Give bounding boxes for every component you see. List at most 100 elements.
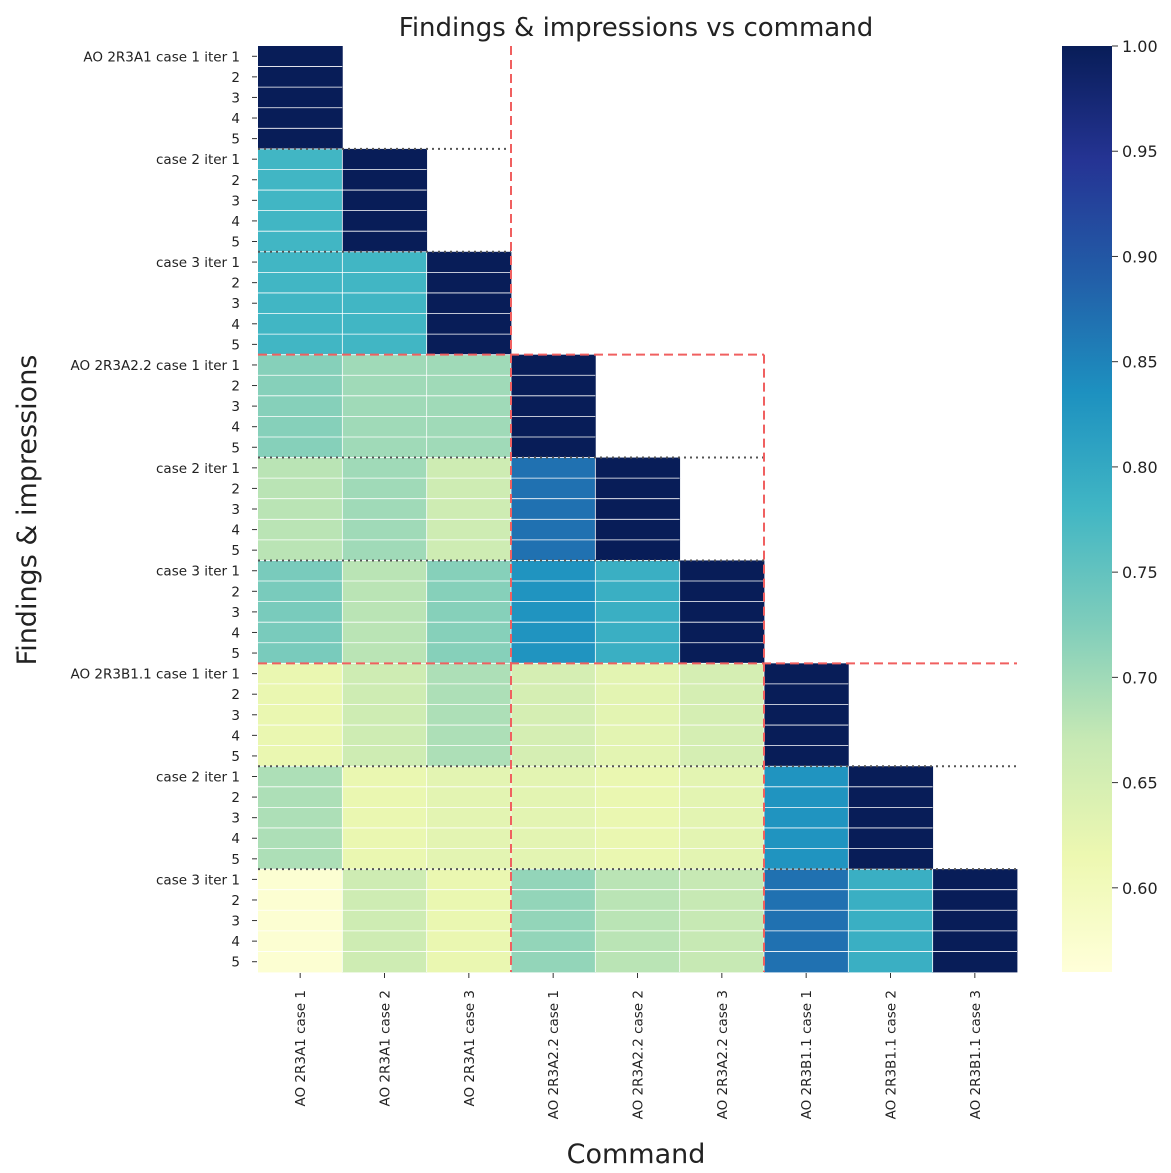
heatmap-cell bbox=[848, 869, 934, 891]
y-tick-label: 4 bbox=[231, 111, 240, 127]
y-tick-label: case 3 iter 1 bbox=[156, 255, 240, 271]
heatmap-cell bbox=[679, 601, 765, 623]
heatmap-cell bbox=[679, 827, 765, 849]
y-tick-label: 2 bbox=[231, 481, 240, 497]
heatmap-cell bbox=[595, 663, 681, 685]
heatmap-cell bbox=[679, 930, 765, 952]
heatmap-cell bbox=[342, 416, 428, 438]
heatmap-cell bbox=[258, 272, 343, 294]
heatmap-cell bbox=[258, 46, 343, 67]
heatmap-cell bbox=[426, 478, 512, 500]
colorbar-tick-label: 1.00 bbox=[1122, 37, 1158, 56]
colorbar-tick-label: 0.65 bbox=[1122, 774, 1158, 793]
heatmap-cell bbox=[258, 210, 343, 232]
y-tick-label: 5 bbox=[231, 234, 240, 250]
heatmap-cell bbox=[258, 786, 343, 808]
heatmap-cell bbox=[426, 951, 512, 973]
heatmap-cell bbox=[679, 560, 765, 582]
y-tick-label: 3 bbox=[231, 811, 240, 827]
heatmap-cell bbox=[258, 766, 343, 788]
heatmap-cell bbox=[258, 334, 343, 356]
x-tick-label: AO 2R3A1 case 1 bbox=[293, 990, 309, 1107]
y-tick-label: case 3 iter 1 bbox=[156, 872, 240, 888]
heatmap-cell bbox=[258, 395, 343, 417]
colorbar-tick-label: 0.70 bbox=[1122, 668, 1158, 687]
heatmap-cell bbox=[595, 889, 681, 911]
heatmap-cell bbox=[511, 725, 596, 747]
y-tick-label: 2 bbox=[231, 70, 240, 86]
heatmap-cell bbox=[764, 910, 849, 932]
x-tick-label: AO 2R3A2.2 case 1 bbox=[546, 990, 562, 1119]
heatmap-cell bbox=[342, 190, 428, 212]
heatmap-cell bbox=[511, 704, 596, 726]
heatmap-cell bbox=[511, 581, 596, 602]
y-tick-label: 5 bbox=[231, 132, 240, 148]
heatmap-cell bbox=[595, 601, 681, 623]
y-tick-label: 5 bbox=[231, 955, 240, 971]
heatmap-cell bbox=[426, 930, 512, 952]
x-tick-label: AO 2R3A1 case 3 bbox=[462, 990, 478, 1107]
heatmap-cell bbox=[595, 951, 681, 973]
heatmap-cell bbox=[595, 827, 681, 849]
heatmap-cell bbox=[595, 622, 681, 644]
heatmap-cell bbox=[342, 581, 428, 602]
heatmap-cell bbox=[511, 478, 596, 500]
heatmap-cell bbox=[258, 169, 343, 191]
heatmap-cell bbox=[258, 910, 343, 932]
heatmap-cell bbox=[258, 951, 343, 973]
y-tick-label: 2 bbox=[231, 687, 240, 703]
heatmap-cell bbox=[679, 745, 765, 767]
heatmap-cell bbox=[342, 683, 428, 705]
heatmap-cell bbox=[511, 436, 596, 458]
y-axis-label: Findings & impressions bbox=[12, 355, 43, 666]
heatmap-cell bbox=[679, 848, 765, 870]
heatmap-cell bbox=[426, 395, 512, 417]
heatmap-cell bbox=[258, 683, 343, 705]
y-tick-label: 2 bbox=[231, 790, 240, 806]
y-tick-label: 4 bbox=[231, 831, 240, 847]
y-tick-label: 2 bbox=[231, 379, 240, 395]
heatmap-cell bbox=[764, 889, 849, 911]
heatmap-cell bbox=[426, 354, 512, 376]
y-tick-label: 2 bbox=[231, 276, 240, 292]
y-tick-label: AO 2R3B1.1 case 1 iter 1 bbox=[71, 667, 240, 683]
heatmap-cell bbox=[342, 642, 428, 664]
heatmap-cell bbox=[258, 498, 343, 520]
heatmap-cell bbox=[342, 478, 428, 500]
heatmap-cell bbox=[258, 889, 343, 911]
heatmap-cell bbox=[426, 272, 512, 294]
heatmap-cell bbox=[342, 560, 428, 582]
heatmap-cell bbox=[258, 560, 343, 582]
colorbar: 1.00 0.95 0.90 0.85 0.80 0.75 0.70 0.65 0.60 bbox=[1062, 37, 1158, 972]
heatmap-cell bbox=[595, 745, 681, 767]
heatmap-cell bbox=[848, 807, 934, 829]
y-tick-label: 4 bbox=[231, 523, 240, 539]
heatmap-cell bbox=[342, 231, 428, 253]
heatmap-cell bbox=[595, 848, 681, 870]
block-separators bbox=[258, 46, 1017, 972]
heatmap-cell bbox=[426, 848, 512, 870]
heatmap-cell bbox=[764, 930, 849, 952]
colorbar-tick-label: 0.60 bbox=[1122, 879, 1158, 898]
heatmap-cell bbox=[258, 827, 343, 849]
heatmap-cell bbox=[426, 313, 512, 335]
heatmap-cell bbox=[595, 642, 681, 664]
heatmap-cell bbox=[342, 272, 428, 294]
colorbar-tick-label: 0.90 bbox=[1122, 247, 1158, 266]
chart-title: Findings & impressions vs command bbox=[399, 13, 873, 43]
heatmap-cell bbox=[764, 807, 849, 829]
y-tick-label: 3 bbox=[231, 502, 240, 518]
heatmap-cell bbox=[595, 807, 681, 829]
heatmap-cell bbox=[342, 539, 428, 561]
heatmap-cell bbox=[426, 519, 512, 541]
heatmap-cell bbox=[511, 827, 596, 849]
y-tick-label: 2 bbox=[231, 584, 240, 600]
heatmap-cell bbox=[848, 889, 934, 911]
heatmap-cell bbox=[258, 725, 343, 747]
heatmap-cell bbox=[595, 704, 681, 726]
heatmap-cell bbox=[342, 725, 428, 747]
heatmap-cell bbox=[426, 498, 512, 520]
heatmap-cell bbox=[426, 766, 512, 788]
y-tick-label: 5 bbox=[231, 440, 240, 456]
